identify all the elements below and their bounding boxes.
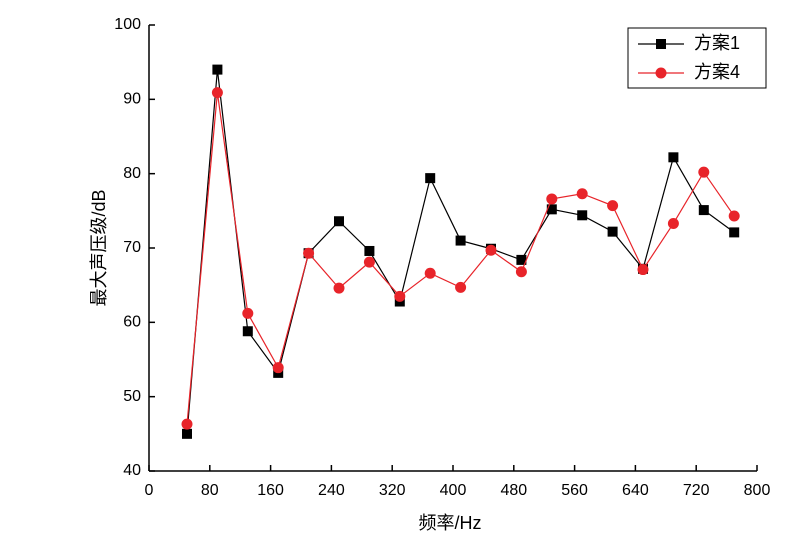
- data-point: [181, 418, 193, 430]
- y-tick-label: 60: [123, 314, 141, 331]
- data-point: [637, 264, 649, 276]
- x-axis-label: 频率/Hz: [419, 513, 482, 533]
- y-tick-label: 90: [123, 91, 141, 108]
- y-tick-label: 80: [123, 165, 141, 182]
- y-axis-label: 最大声压级/dB: [89, 189, 109, 306]
- y-tick-label: 40: [123, 462, 141, 479]
- data-point: [455, 281, 467, 293]
- data-point: [516, 254, 527, 265]
- legend-label: 方案4: [694, 62, 740, 82]
- data-point: [394, 290, 406, 302]
- data-point: [607, 200, 619, 212]
- data-point: [728, 210, 740, 222]
- x-tick-label: 640: [622, 482, 649, 499]
- series-line: [186, 92, 735, 425]
- y-tick-label: 100: [114, 16, 141, 33]
- data-point: [729, 227, 740, 238]
- data-point: [577, 210, 588, 221]
- legend-box: [627, 27, 767, 89]
- x-tick-label: 400: [440, 482, 467, 499]
- x-tick-label: 560: [561, 482, 588, 499]
- data-point: [698, 205, 709, 216]
- data-point: [363, 256, 375, 268]
- y-tick-label: 70: [123, 239, 141, 256]
- data-point: [242, 326, 253, 337]
- data-point: [546, 204, 557, 215]
- data-point: [576, 188, 588, 200]
- data-point: [212, 64, 223, 75]
- data-point: [334, 216, 344, 227]
- x-tick-label: 0: [145, 482, 154, 499]
- data-point: [607, 226, 618, 237]
- data-point: [515, 266, 527, 278]
- data-point: [242, 307, 254, 319]
- legend-label: 方案1: [694, 33, 740, 53]
- data-point: [455, 235, 466, 246]
- data-point: [333, 282, 345, 294]
- x-tick-label: 320: [379, 482, 406, 499]
- data-point: [182, 428, 192, 439]
- data-point: [303, 247, 315, 259]
- data-point: [424, 267, 436, 279]
- legend-marker: [655, 67, 667, 79]
- data-point: [485, 244, 497, 256]
- x-tick-label: 160: [257, 482, 284, 499]
- data-point: [698, 166, 710, 178]
- data-point: [211, 87, 223, 99]
- y-tick-label: 50: [123, 388, 141, 405]
- data-point: [667, 217, 679, 229]
- x-tick-label: 480: [500, 482, 527, 499]
- series-line: [186, 69, 735, 434]
- data-point: [668, 152, 679, 163]
- x-tick-label: 240: [318, 482, 345, 499]
- x-tick-label: 80: [201, 482, 219, 499]
- data-point: [272, 362, 284, 374]
- data-point: [364, 245, 375, 256]
- x-tick-label: 800: [744, 482, 771, 499]
- data-point: [546, 193, 558, 205]
- x-tick-label: 720: [683, 482, 710, 499]
- legend-marker: [656, 39, 666, 49]
- data-point: [425, 173, 436, 184]
